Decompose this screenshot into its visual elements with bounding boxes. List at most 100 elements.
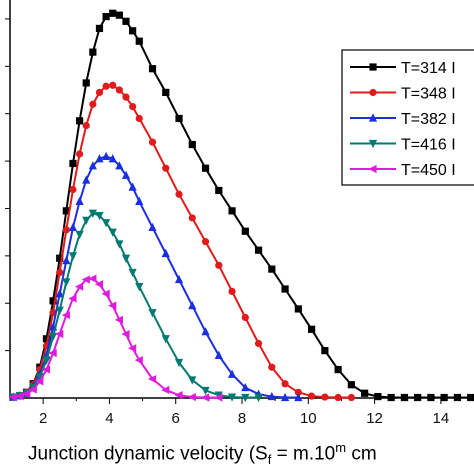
data-point (88, 161, 97, 170)
data-point (369, 63, 377, 71)
series-1 (9, 9, 474, 402)
data-point (108, 301, 117, 310)
legend-label: T=416 I (401, 137, 456, 154)
data-point (69, 159, 77, 168)
data-point (148, 65, 157, 73)
axes: 2 4 6 8 10 12 14 (5, 0, 474, 427)
data-point (241, 313, 249, 322)
x-tick-label: 2 (39, 410, 47, 427)
data-point (161, 385, 170, 395)
data-point (294, 305, 302, 313)
data-point (453, 393, 462, 402)
x-tick-label: 12 (366, 410, 383, 427)
data-point (175, 190, 183, 198)
series-line (13, 212, 259, 399)
data-point (162, 164, 170, 172)
data-point (188, 214, 196, 222)
data-point (56, 268, 64, 277)
data-point (115, 240, 124, 249)
data-point (128, 344, 137, 353)
data-point (121, 329, 130, 339)
data-point (49, 297, 57, 305)
data-point (201, 238, 210, 246)
data-point (200, 393, 210, 402)
data-point (334, 393, 342, 402)
data-point (174, 274, 184, 284)
data-point (214, 350, 223, 359)
data-point (187, 392, 196, 402)
data-point (387, 393, 395, 402)
data-point (15, 392, 24, 401)
data-point (128, 182, 137, 191)
data-point (42, 356, 51, 365)
data-point (201, 386, 210, 396)
data-point (115, 86, 123, 94)
data-point (414, 393, 422, 402)
data-point (81, 275, 90, 284)
data-point (41, 365, 51, 374)
data-point (308, 392, 316, 400)
x-tick-label: 8 (238, 410, 246, 427)
data-point (294, 392, 303, 402)
data-point (75, 282, 84, 291)
data-point (128, 268, 137, 278)
data-point (281, 285, 289, 293)
data-point (241, 382, 250, 392)
data-point (347, 381, 355, 389)
data-point (114, 315, 123, 324)
data-point (109, 81, 117, 89)
legend-item: T=348 I (350, 86, 456, 103)
data-point (68, 252, 78, 261)
data-point (115, 11, 123, 19)
data-point (62, 226, 70, 234)
series-4 (9, 209, 263, 403)
legend-label: T=382 I (401, 111, 456, 128)
data-point (400, 393, 408, 402)
data-point (89, 48, 97, 56)
legend-label: T=450 I (401, 162, 456, 179)
data-point (101, 289, 110, 298)
data-point (135, 114, 143, 123)
x-axis-label: Junction dynamic velocity (Sf = m.10m cm (28, 440, 377, 468)
data-point (62, 207, 70, 215)
data-point (440, 393, 448, 402)
data-point (368, 164, 377, 174)
data-point (121, 170, 131, 179)
data-point (82, 79, 90, 87)
legend-item: T=382 I (350, 111, 456, 128)
series-5 (8, 274, 223, 402)
data-point (21, 389, 31, 398)
series-3 (9, 151, 303, 402)
data-point (201, 164, 210, 172)
data-point (95, 154, 104, 163)
data-point (94, 280, 104, 289)
data-point (102, 12, 110, 21)
series-line (13, 84, 352, 399)
data-point (174, 358, 184, 368)
data-point (55, 329, 64, 339)
data-point (174, 391, 183, 400)
data-point (28, 385, 37, 394)
data-point (76, 117, 84, 125)
data-point (369, 88, 377, 97)
data-point (62, 278, 71, 287)
data-point (188, 301, 197, 310)
data-point (361, 389, 369, 397)
data-point (148, 222, 157, 232)
data-point (61, 310, 70, 320)
data-point (368, 113, 378, 122)
data-point (201, 327, 210, 336)
data-point (254, 393, 263, 403)
data-point (467, 393, 474, 402)
data-point (268, 265, 276, 273)
data-point (147, 374, 157, 384)
data-point (134, 355, 143, 365)
data-point (68, 222, 78, 232)
data-point (82, 175, 91, 184)
series-layer (8, 9, 474, 403)
data-point (89, 100, 97, 108)
data-point (129, 103, 137, 111)
x-tick-label: 6 (172, 410, 180, 427)
data-point (135, 196, 144, 205)
